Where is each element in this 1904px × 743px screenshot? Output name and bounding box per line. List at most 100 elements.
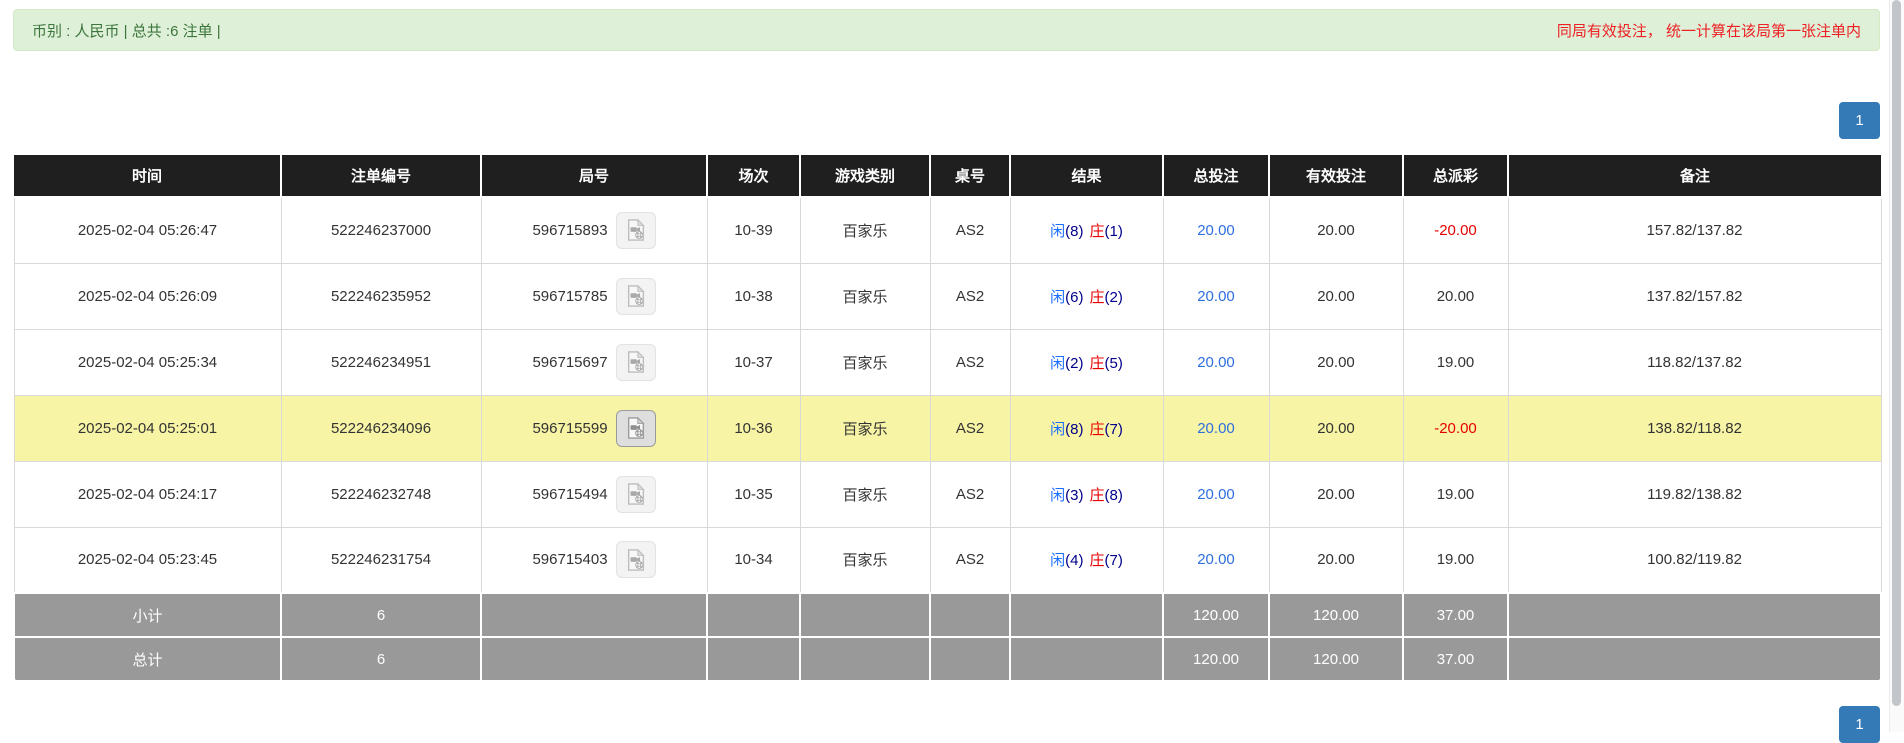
round-cell: 596715599 <box>480 395 708 462</box>
session-cell: 10-36 <box>706 395 801 462</box>
player-result-label: 闲 <box>1050 552 1066 570</box>
header-session: 场次 <box>707 155 801 198</box>
result-cell: 闲(3) 庄(8) <box>1009 461 1164 528</box>
time-cell: 2025-02-04 05:25:34 <box>13 329 282 396</box>
remark-cell: 100.82/119.82 <box>1507 527 1882 594</box>
time-cell: 2025-02-04 05:26:47 <box>13 197 282 264</box>
total-bet-link[interactable]: 20.00 <box>1162 197 1270 264</box>
page-button-1[interactable]: 1 <box>1839 706 1880 743</box>
time-cell: 2025-02-04 05:25:01 <box>13 395 282 462</box>
subtotal-payout: 37.00 <box>1402 592 1509 638</box>
video-replay-button[interactable] <box>615 211 656 249</box>
banker-result-score: (7) <box>1104 552 1123 570</box>
header-round-id: 局号 <box>481 155 708 198</box>
round-id: 596715785 <box>532 287 608 305</box>
video-replay-button[interactable] <box>615 409 656 447</box>
bet-id-cell: 522246237000 <box>280 197 482 264</box>
game-type-cell: 百家乐 <box>799 197 931 264</box>
player-result-score: (8) <box>1065 222 1084 240</box>
table-row[interactable]: 2025-02-04 05:24:17 522246232748 5967154… <box>13 461 1882 528</box>
video-replay-button[interactable] <box>615 541 656 579</box>
player-result-score: (3) <box>1065 486 1084 504</box>
valid-bet-cell: 20.00 <box>1268 197 1404 264</box>
bet-id-cell: 522246234096 <box>280 395 482 462</box>
player-result-label: 闲 <box>1050 354 1066 372</box>
page-button-1[interactable]: 1 <box>1839 102 1880 139</box>
banker-result-label: 庄 <box>1089 288 1105 306</box>
session-cell: 10-34 <box>706 527 801 594</box>
header-bet-id: 注单编号 <box>281 155 482 198</box>
table-no-cell: AS2 <box>929 329 1011 396</box>
table-row[interactable]: 2025-02-04 05:25:34 522246234951 5967156… <box>13 329 1882 396</box>
video-record-icon <box>627 351 644 373</box>
header-time: 时间 <box>14 155 282 198</box>
round-cell: 596715697 <box>480 329 708 396</box>
video-replay-button[interactable] <box>615 475 656 513</box>
video-record-icon <box>627 417 644 439</box>
banker-result-label: 庄 <box>1089 552 1105 570</box>
session-cell: 10-38 <box>706 263 801 330</box>
table-no-cell: AS2 <box>929 461 1011 528</box>
game-type-cell: 百家乐 <box>799 329 931 396</box>
header-valid-bet: 有效投注 <box>1269 155 1404 198</box>
total-valid-bet: 120.00 <box>1268 636 1404 682</box>
player-result-score: (8) <box>1065 420 1084 438</box>
total-bet-link[interactable]: 20.00 <box>1162 527 1270 594</box>
player-result-score: (2) <box>1065 354 1084 372</box>
round-id: 596715403 <box>532 551 608 569</box>
subtotal-label: 小计 <box>13 592 282 638</box>
player-result-label: 闲 <box>1050 222 1066 240</box>
payout-cell: 19.00 <box>1402 329 1509 396</box>
header-payout: 总派彩 <box>1403 155 1509 198</box>
round-cell: 596715403 <box>480 527 708 594</box>
remark-cell: 137.82/157.82 <box>1507 263 1882 330</box>
remark-cell: 157.82/137.82 <box>1507 197 1882 264</box>
payout-cell: -20.00 <box>1402 395 1509 462</box>
banker-result-label: 庄 <box>1089 420 1105 438</box>
video-record-icon <box>627 219 644 242</box>
banker-result-score: (1) <box>1104 222 1123 240</box>
header-result: 结果 <box>1010 155 1164 198</box>
banker-result-label: 庄 <box>1089 486 1105 504</box>
table-row[interactable]: 2025-02-04 05:26:09 522246235952 5967157… <box>13 263 1882 330</box>
table-row[interactable]: 2025-02-04 05:23:45 522246231754 5967154… <box>13 527 1882 594</box>
main-content: 币别 : 人民币 | 总共 :6 注单 | 同局有效投注， 统一计算在该局第一张… <box>13 0 1882 743</box>
video-replay-button[interactable] <box>615 277 656 315</box>
pagination-top: 1 <box>13 102 1880 139</box>
notice-bar: 币别 : 人民币 | 总共 :6 注单 | 同局有效投注， 统一计算在该局第一张… <box>13 9 1880 51</box>
bet-id-cell: 522246232748 <box>280 461 482 528</box>
table-row[interactable]: 2025-02-04 05:26:47 522246237000 5967158… <box>13 197 1882 264</box>
game-type-cell: 百家乐 <box>799 461 931 528</box>
round-id: 596715494 <box>532 485 608 503</box>
round-cell: 596715893 <box>480 197 708 264</box>
valid-bet-cell: 20.00 <box>1268 395 1404 462</box>
total-bet-link[interactable]: 20.00 <box>1162 263 1270 330</box>
header-game-type: 游戏类别 <box>800 155 931 198</box>
subtotal-row: 小计 6 120.00 120.00 37.00 <box>13 592 1882 638</box>
result-cell: 闲(6) 庄(2) <box>1009 263 1164 330</box>
video-record-icon <box>627 285 644 307</box>
video-replay-button[interactable] <box>615 343 656 381</box>
total-label: 总计 <box>13 636 282 682</box>
game-type-cell: 百家乐 <box>799 395 931 462</box>
valid-bet-cell: 20.00 <box>1268 263 1404 330</box>
valid-bet-cell: 20.00 <box>1268 329 1404 396</box>
total-bet-link[interactable]: 20.00 <box>1162 395 1270 462</box>
vertical-scrollbar[interactable] <box>1889 0 1904 732</box>
remark-cell: 138.82/118.82 <box>1507 395 1882 462</box>
total-bet-link[interactable]: 20.00 <box>1162 461 1270 528</box>
total-bet-link[interactable]: 20.00 <box>1162 329 1270 396</box>
video-record-icon <box>627 548 644 571</box>
scrollbar-thumb[interactable] <box>1892 0 1901 706</box>
banker-result-score: (5) <box>1104 354 1123 372</box>
table-row[interactable]: 2025-02-04 05:25:01 522246234096 5967155… <box>13 395 1882 462</box>
session-cell: 10-39 <box>706 197 801 264</box>
header-total-bet: 总投注 <box>1163 155 1270 198</box>
banker-result-label: 庄 <box>1089 354 1105 372</box>
bet-id-cell: 522246234951 <box>280 329 482 396</box>
total-count: 6 <box>280 636 482 682</box>
table-no-cell: AS2 <box>929 263 1011 330</box>
notice-warning-text: 同局有效投注， 统一计算在该局第一张注单内 <box>1556 22 1861 40</box>
table-no-cell: AS2 <box>929 395 1011 462</box>
table-no-cell: AS2 <box>929 197 1011 264</box>
